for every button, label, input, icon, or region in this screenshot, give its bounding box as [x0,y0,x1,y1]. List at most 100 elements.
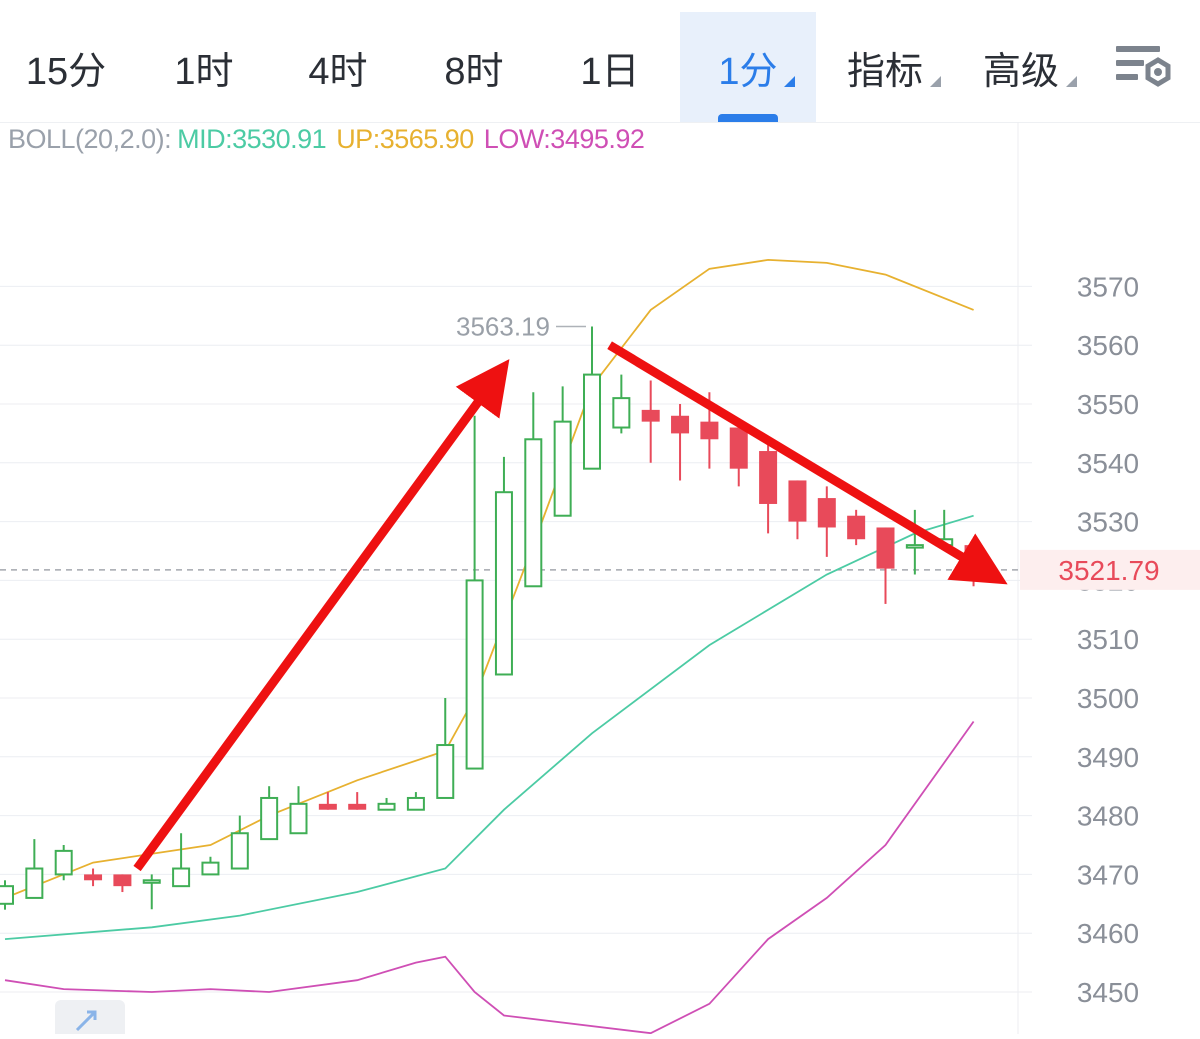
y-tick-label: 3470 [1077,859,1139,890]
tab-label: 指标 [846,50,923,93]
candle-body [759,451,778,504]
dropdown-triangle-icon [1066,76,1077,87]
candle-body [84,874,103,881]
candle-body [25,867,44,899]
tab-label: 1时 [174,50,234,93]
y-tick-label: 3570 [1077,271,1139,302]
expand-icon[interactable] [55,1000,125,1034]
candle-body [377,802,396,811]
candle-body [465,579,484,770]
dropdown-triangle-icon [784,76,795,87]
tab-label: 高级 [982,50,1059,93]
tab-label: 4时 [308,50,368,93]
candle-body [0,885,14,905]
trend-arrow-annotation [607,341,1008,585]
candle [260,786,279,841]
y-tick-label: 3450 [1077,977,1139,1008]
last-price-label: 3521.79 [1058,555,1159,586]
candle-body [641,409,660,422]
candle-body [201,861,220,876]
candle [465,415,484,770]
y-tick-label: 3460 [1077,918,1139,949]
candle [84,868,103,887]
tab-1d[interactable]: 1日 [544,12,676,122]
y-tick-label: 3480 [1077,801,1139,832]
candle-body [671,415,690,434]
boll-mid-value: MID:3530.91 [177,124,327,154]
candle [142,874,161,910]
candle [436,698,455,799]
candle-body [260,796,279,841]
y-tick-label: 3560 [1077,330,1139,361]
y-tick-label: 3500 [1077,683,1139,714]
candle [759,445,778,534]
candle-body [729,427,748,469]
candle-body [788,480,807,522]
tab-label: 1日 [580,50,640,93]
candle [377,797,396,811]
tab-label: 1分 [718,50,778,93]
high-price-label: 3563.19 [456,311,550,341]
candle [201,856,220,876]
tab-label: 8时 [444,50,504,93]
candle-body [318,803,337,810]
boll-low-value: LOW:3495.92 [483,124,645,154]
tab-8h[interactable]: 8时 [408,12,540,122]
last-price-badge [1020,549,1200,590]
candle [905,509,924,575]
candle [553,386,572,517]
candle [54,845,73,881]
y-tick-label: 3550 [1077,389,1139,420]
candle [641,380,660,463]
candle-body [876,527,895,569]
candle [494,456,513,676]
candle-body [113,874,132,887]
candle-body [817,498,836,528]
tab-15m[interactable]: 15分 [0,12,132,122]
tab-label: 15分 [25,50,107,93]
candle [230,815,249,870]
boll-name: BOLL(20,2.0): [8,124,172,154]
candle [817,486,836,557]
candle [729,421,748,487]
tab-advanced[interactable]: 高级 [956,12,1086,122]
candle [113,874,132,893]
candle-body [230,832,249,870]
dropdown-triangle-icon [930,76,941,87]
y-tick-label: 3540 [1077,448,1139,479]
tab-4h[interactable]: 4时 [272,12,404,122]
candle-body [289,802,308,835]
candle-body [54,849,73,876]
candle-body [494,491,513,676]
candle [671,404,690,481]
boll-up-value: UP:3565.90 [336,124,474,154]
trend-arrow-annotation [133,359,510,872]
candle-body [700,421,719,440]
interval-toolbar: 15分 1时 4时 8时 1日 1分 指标 高级 [0,0,1200,123]
candle-body [905,544,924,549]
boll-mid-line [4,514,974,940]
candle-body [847,515,866,540]
candle [172,833,191,888]
candle-body [612,397,631,429]
candle [788,480,807,540]
candle [289,786,308,835]
tab-1h[interactable]: 1时 [138,12,270,122]
candle-body [436,744,455,799]
candlestick-chart[interactable]: 3450346034703480349035003510352035303540… [0,122,1200,1034]
candle [583,326,601,470]
y-tick-label: 3510 [1077,624,1139,655]
candle-body [553,420,572,517]
candle-body [524,438,543,588]
tab-1m[interactable]: 1分 [680,12,816,122]
chart-settings-icon[interactable] [1114,42,1174,92]
tab-indicators[interactable]: 指标 [820,12,950,122]
boll-legend: BOLL(20,2.0): MID:3530.91 UP:3565.90 LOW:34… [8,124,654,155]
candle-body [142,879,161,884]
candle-body [406,796,425,811]
candle [25,839,44,899]
candle [612,374,631,434]
y-tick-label: 3530 [1077,507,1139,538]
candle-body [583,373,601,470]
candle [0,880,14,910]
